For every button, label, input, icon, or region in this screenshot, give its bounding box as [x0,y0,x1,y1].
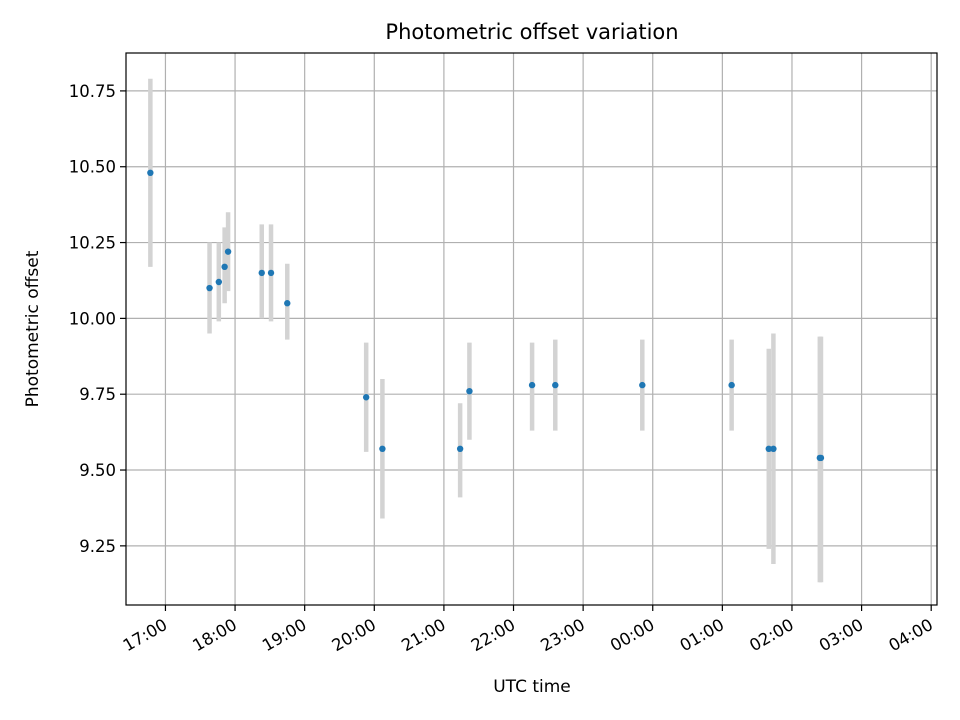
y-tick-label: 9.75 [79,385,116,404]
error-bars [148,78,824,583]
x-tick-label: 17:00 [120,615,171,655]
y-tick-label: 9.25 [79,537,116,556]
y-axis-ticks: 9.25 9.50 9.75 10.00 10.25 10.50 10.75 [69,82,126,556]
data-point [639,381,646,389]
data-point [770,445,777,453]
x-tick-label: 00:00 [607,615,658,655]
data-point [528,381,536,389]
data-point [206,284,213,292]
data-point [466,387,473,395]
x-axis-label: UTC time [493,677,571,697]
x-tick-label: 23:00 [537,615,588,655]
data-point [258,269,265,277]
y-tick-label: 10.25 [69,234,116,253]
x-tick-label: 21:00 [398,615,449,655]
data-point [728,381,735,389]
y-tick-label: 10.75 [69,82,116,101]
x-tick-label: 04:00 [886,615,937,655]
x-tick-label: 22:00 [468,615,519,655]
data-point [456,445,464,453]
chart-title: Photometric offset variation [385,20,678,44]
y-axis-label: Photometric offset [23,250,43,407]
data-points [147,169,825,462]
plot-frame [125,52,938,606]
y-tick-label: 10.00 [69,309,116,328]
data-point [224,248,232,255]
data-point [362,394,370,401]
x-tick-label: 20:00 [329,615,380,655]
grid-lines [126,53,937,605]
x-tick-label: 01:00 [677,615,728,655]
data-point [215,278,223,286]
x-tick-label: 02:00 [746,615,797,655]
data-point [221,263,228,271]
x-tick-label: 03:00 [816,615,867,655]
data-point [147,169,154,177]
data-point [552,381,559,389]
x-tick-label: 19:00 [259,615,310,655]
y-tick-label: 9.50 [79,461,116,480]
x-tick-label: 18:00 [189,615,240,655]
y-tick-label: 10.50 [69,158,116,177]
data-point [817,454,825,462]
data-point [765,445,772,453]
x-axis-ticks: 17:00 18:00 19:00 20:00 21:00 22:00 23:00 00:00… [120,605,936,655]
data-point [267,269,275,277]
data-point [379,445,386,453]
data-point [284,300,291,307]
